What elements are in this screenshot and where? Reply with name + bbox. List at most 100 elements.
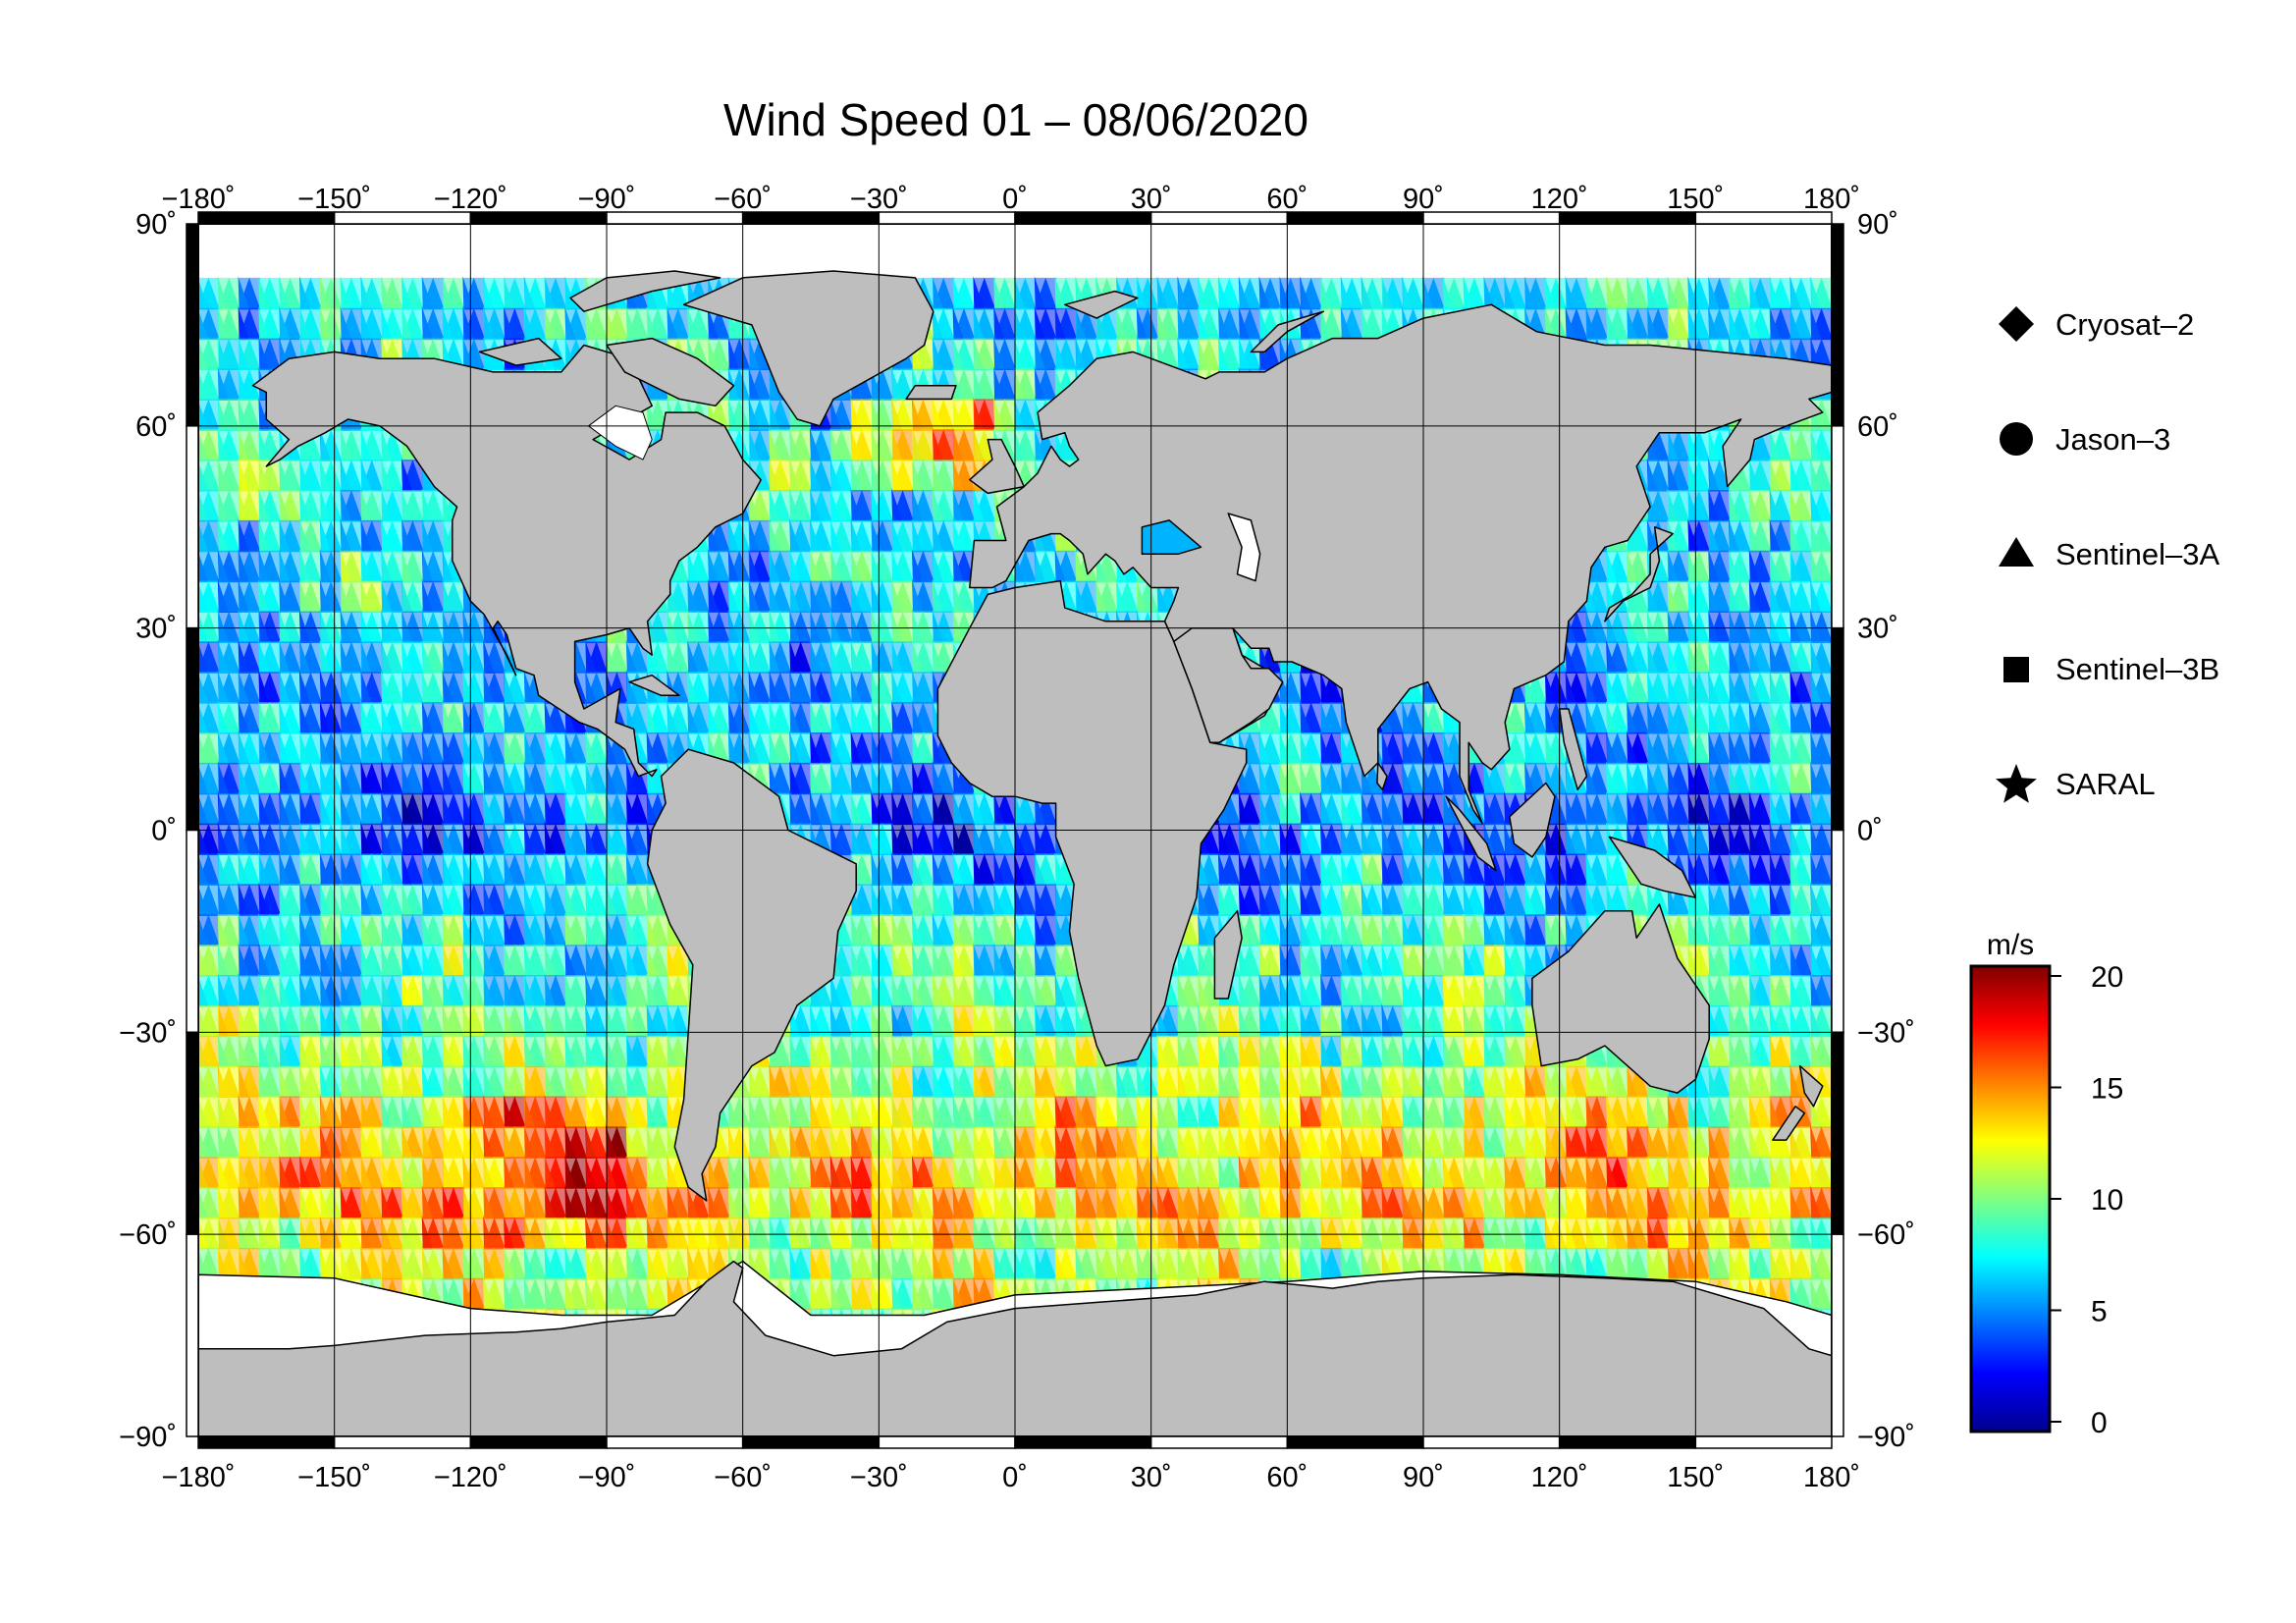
wind-speed-cell: [443, 641, 464, 673]
wind-speed-cell: [933, 490, 955, 521]
wind-speed-cell: [259, 641, 281, 673]
wind-speed-cell: [790, 490, 812, 521]
wind-speed-cell: [1586, 792, 1608, 825]
wind-speed-cell: [1076, 338, 1097, 370]
wind-speed-cell: [422, 702, 445, 733]
wind-speed-cell: [320, 762, 343, 794]
wind-speed-cell: [218, 702, 240, 733]
wind-speed-cell: [851, 550, 873, 582]
wind-speed-cell: [586, 672, 608, 703]
wind-speed-cell: [1628, 611, 1649, 642]
wind-speed-cell: [361, 307, 383, 340]
wind-speed-cell: [463, 884, 485, 915]
wind-speed-cell: [1403, 762, 1424, 794]
wind-speed-cell: [218, 853, 240, 885]
wind-speed-cell: [913, 519, 934, 552]
wind-speed-cell: [586, 792, 608, 825]
wind-speed-cell: [259, 702, 281, 733]
wind-speed-cell: [443, 580, 464, 613]
wind-speed-cell: [851, 429, 873, 460]
wind-speed-cell: [1607, 641, 1629, 673]
wind-speed-cell: [1219, 338, 1241, 370]
wind-speed-cell: [892, 429, 914, 460]
wind-speed-cell: [872, 580, 893, 613]
wind-speed-cell: [1362, 307, 1383, 340]
wind-speed-cell: [320, 519, 343, 552]
wind-speed-cell: [1730, 732, 1751, 764]
wind-speed-cell: [1259, 823, 1281, 855]
wind-speed-cell: [749, 732, 771, 764]
wind-speed-cell: [1688, 580, 1710, 613]
wind-speed-cell: [463, 823, 485, 855]
wind-speed-cell: [1770, 792, 1791, 825]
wind-speed-cell: [974, 429, 995, 460]
wind-speed-cell: [892, 672, 914, 703]
wind-speed-cell: [728, 611, 751, 642]
wind-speed-cell: [320, 702, 343, 733]
wind-speed-cell: [280, 792, 301, 825]
wind-speed-cell: [300, 823, 322, 855]
wind-speed-cell: [1219, 307, 1241, 340]
wind-speed-cell: [382, 823, 403, 855]
wind-speed-cell: [851, 399, 873, 430]
wind-speed-cell: [218, 519, 240, 552]
wind-speed-cell: [259, 307, 281, 340]
wind-speed-cell: [218, 732, 240, 764]
wind-speed-cell: [1811, 460, 1832, 491]
wind-speed-cell: [1239, 792, 1261, 825]
wind-speed-cell: [1566, 672, 1587, 703]
wind-speed-cell: [320, 672, 343, 703]
wind-speed-cell: [239, 611, 260, 642]
wind-speed-cell: [1096, 580, 1118, 613]
wind-speed-cell: [382, 490, 403, 521]
wind-speed-cell: [1219, 277, 1241, 309]
wind-speed-cell: [728, 399, 751, 430]
wind-speed-cell: [709, 672, 730, 703]
wind-speed-cell: [790, 732, 812, 764]
wind-speed-cell: [728, 641, 751, 673]
wind-speed-cell: [913, 429, 934, 460]
wind-speed-cell: [239, 702, 260, 733]
wind-speed-cell: [770, 550, 791, 582]
wind-speed-cell: [1811, 490, 1832, 521]
wind-speed-cell: [851, 672, 873, 703]
wind-speed-cell: [994, 823, 1016, 855]
wind-speed-cell: [300, 611, 322, 642]
wind-speed-cell: [198, 672, 220, 703]
wind-speed-cell: [830, 702, 853, 733]
wind-speed-cell: [218, 399, 240, 430]
wind-speed-cell: [770, 641, 791, 673]
wind-speed-cell: [361, 580, 383, 613]
wind-speed-cell: [709, 641, 730, 673]
wind-speed-cell: [851, 611, 873, 642]
wind-speed-cell: [239, 762, 260, 794]
wind-speed-cell: [667, 641, 689, 673]
wind-speed-cell: [790, 580, 812, 613]
wind-speed-cell: [1035, 884, 1057, 915]
wind-speed-cell: [341, 550, 362, 582]
wind-speed-cell: [259, 277, 281, 309]
wind-speed-cell: [953, 338, 975, 370]
wind-speed-cell: [1586, 762, 1608, 794]
wind-speed-cell: [463, 611, 485, 642]
wind-speed-cell: [1688, 823, 1710, 855]
wind-speed-cell: [1239, 762, 1261, 794]
wind-speed-cell: [953, 368, 975, 400]
wind-speed-cell: [463, 338, 485, 370]
wind-speed-cell: [872, 399, 893, 430]
wind-speed-cell: [892, 732, 914, 764]
wind-speed-cell: [851, 792, 873, 825]
wind-speed-cell: [320, 307, 343, 340]
wind-speed-cell: [1035, 853, 1057, 885]
wind-speed-cell: [402, 732, 424, 764]
wind-speed-cell: [300, 732, 322, 764]
wind-speed-cell: [994, 277, 1016, 309]
wind-speed-cell: [1423, 277, 1445, 309]
wind-speed-cell: [1730, 762, 1751, 794]
wind-speed-cell: [218, 762, 240, 794]
wind-speed-cell: [1525, 702, 1547, 733]
wind-speed-cell: [1688, 307, 1710, 340]
wind-speed-cell: [1607, 792, 1629, 825]
wind-speed-cell: [688, 641, 710, 673]
wind-speed-cell: [382, 550, 403, 582]
